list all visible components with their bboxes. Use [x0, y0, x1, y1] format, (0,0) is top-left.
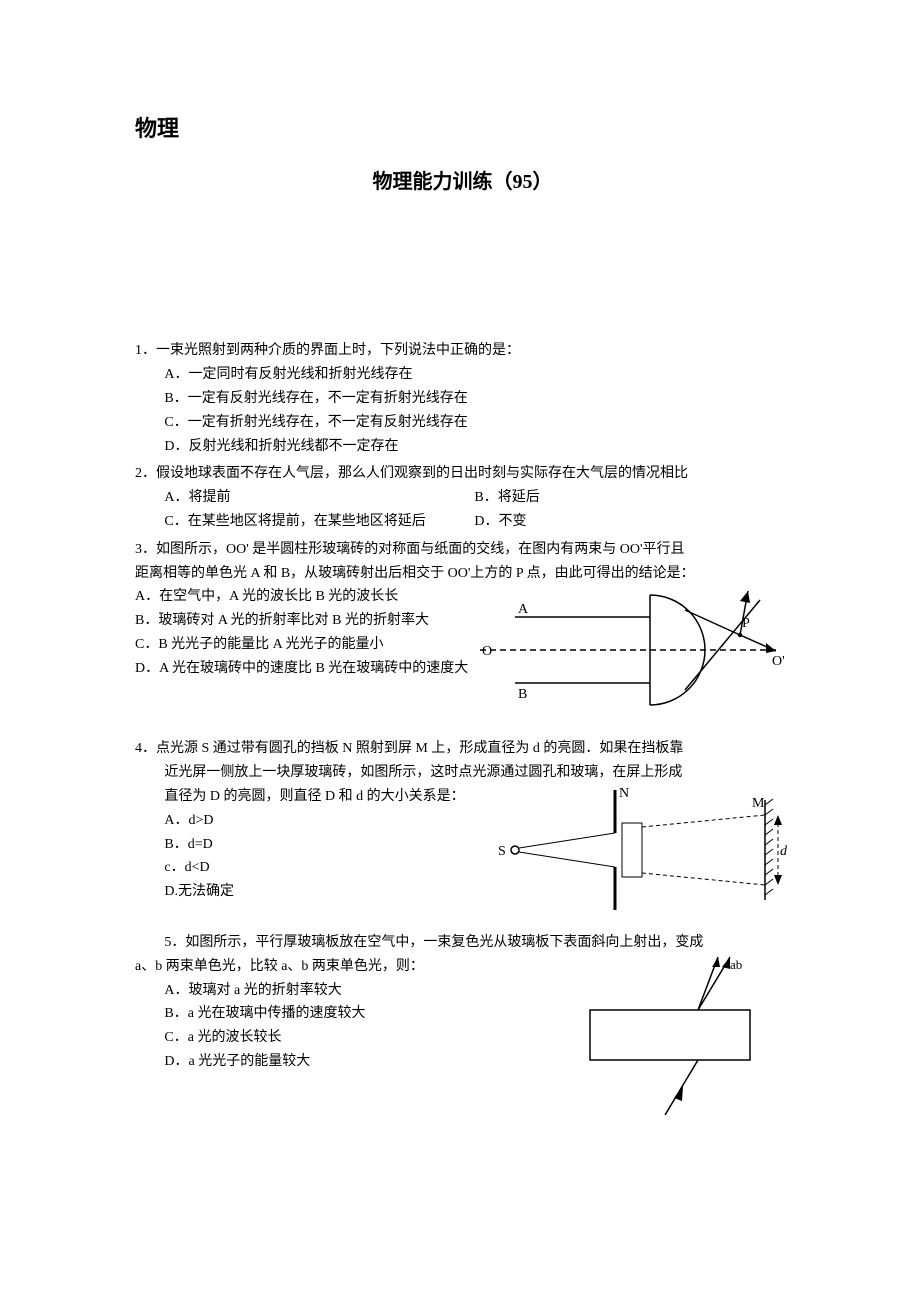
q3-label-o: O	[482, 644, 492, 659]
q1-opt-b: B．一定有反射光线存在，不一定有折射光线存在	[135, 387, 790, 411]
q1-opt-c: C．一定有折射光线存在，不一定有反射光线存在	[135, 411, 790, 435]
q3-stem-line1: 3．如图所示，OO' 是半圆柱形玻璃砖的对称面与纸面的交线，在图内有两束与 OO…	[135, 538, 790, 562]
q3-figure: A B O O' P	[480, 585, 790, 715]
q2-stem: 2．假设地球表面不存在人气层，那么人们观察到的日出时刻与实际存在大气层的情况相比	[135, 462, 790, 486]
q4-stem-line1: 4．点光源 S 通过带有圆孔的挡板 N 照射到屏 M 上，形成直径为 d 的亮圆…	[135, 737, 790, 761]
q4-label-m: M	[752, 796, 765, 811]
main-title: 物理能力训练（95）	[135, 165, 790, 199]
subject-header: 物理	[135, 110, 790, 147]
q5-figure: ab	[570, 955, 790, 1115]
q2-opt-c: C．在某些地区将提前，在某些地区将延后	[164, 510, 474, 534]
q4-label-s: S	[498, 844, 506, 859]
q2-opt-b: B．将延后	[474, 486, 539, 510]
question-4: 4．点光源 S 通过带有圆孔的挡板 N 照射到屏 M 上，形成直径为 d 的亮圆…	[135, 737, 790, 915]
q4-figure: N M S d	[480, 785, 790, 915]
q5-label-ab: ab	[730, 957, 742, 972]
q3-label-a: A	[518, 602, 529, 617]
q3-label-oprime: O'	[772, 654, 785, 669]
q4-label-d: d	[780, 844, 788, 859]
q2-opt-d: D．不变	[474, 510, 526, 534]
question-5: 5．如图所示，平行厚玻璃板放在空气中，一束复色光从玻璃板下表面斜向上射出，变成 …	[135, 931, 790, 1115]
q1-stem: 1．一束光照射到两种介质的界面上时，下列说法中正确的是：	[135, 339, 790, 363]
q3-label-b: B	[518, 687, 527, 702]
q3-label-p: P	[742, 616, 750, 631]
q5-stem-line1: 5．如图所示，平行厚玻璃板放在空气中，一束复色光从玻璃板下表面斜向上射出，变成	[135, 931, 790, 955]
q2-opt-a: A．将提前	[164, 486, 474, 510]
q1-opt-a: A．一定同时有反射光线和折射光线存在	[135, 363, 790, 387]
question-3: 3．如图所示，OO' 是半圆柱形玻璃砖的对称面与纸面的交线，在图内有两束与 OO…	[135, 538, 790, 716]
q4-stem-line2: 近光屏一侧放上一块厚玻璃砖，如图所示，这时点光源通过圆孔和玻璃，在屏上形成	[135, 761, 790, 785]
question-1: 1．一束光照射到两种介质的界面上时，下列说法中正确的是： A．一定同时有反射光线…	[135, 339, 790, 458]
q4-label-n: N	[619, 786, 629, 801]
q1-opt-d: D．反射光线和折射光线都不一定存在	[135, 435, 790, 459]
page: 物理 物理能力训练（95） 1．一束光照射到两种介质的界面上时，下列说法中正确的…	[0, 0, 920, 1179]
question-2: 2．假设地球表面不存在人气层，那么人们观察到的日出时刻与实际存在大气层的情况相比…	[135, 462, 790, 533]
q3-stem-line2: 距离相等的单色光 A 和 B，从玻璃砖射出后相交于 OO'上方的 P 点，由此可…	[135, 562, 790, 586]
